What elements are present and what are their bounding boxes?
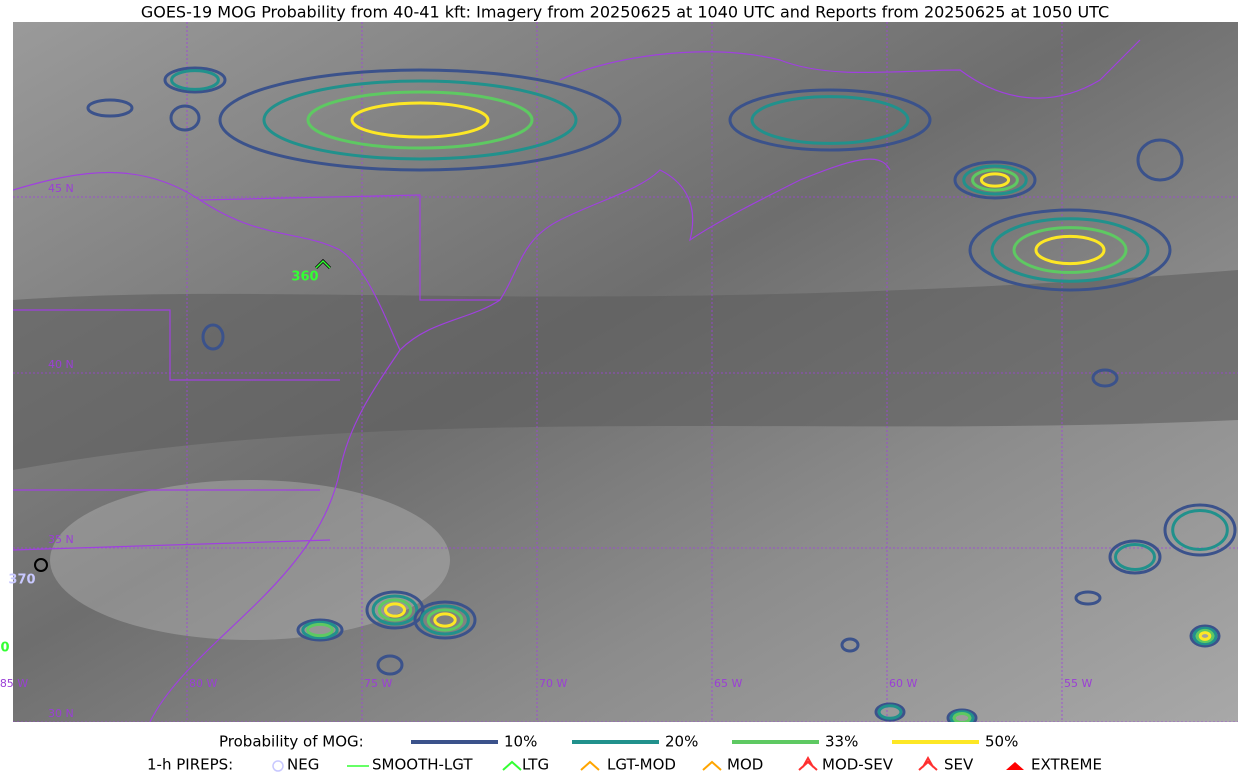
legend-label: 33% bbox=[825, 733, 858, 751]
contour bbox=[750, 95, 910, 145]
lon-label: 85 W bbox=[0, 677, 28, 690]
lat-label: 35 N bbox=[48, 533, 74, 546]
contour bbox=[163, 66, 227, 94]
lat-label: 40 N bbox=[48, 358, 74, 371]
contour bbox=[377, 598, 413, 622]
contour bbox=[371, 594, 419, 626]
contour bbox=[1074, 590, 1102, 606]
contour bbox=[86, 98, 134, 118]
contour bbox=[840, 637, 860, 653]
map bbox=[13, 22, 1238, 722]
mog-contours bbox=[86, 66, 1237, 722]
contour bbox=[296, 618, 344, 642]
contour bbox=[990, 217, 1150, 283]
legend-title: 1-h PIREPS: bbox=[147, 756, 233, 774]
pirep-icon bbox=[34, 558, 48, 572]
lon-label: 65 W bbox=[714, 677, 742, 690]
pirep-altitude: 0 bbox=[0, 641, 9, 656]
legend-icon bbox=[798, 755, 818, 771]
contour bbox=[1195, 628, 1215, 644]
legend-icon bbox=[580, 760, 600, 771]
contour bbox=[376, 654, 404, 676]
legend-icon bbox=[702, 760, 722, 771]
contour bbox=[877, 704, 903, 720]
legend-label: EXTREME bbox=[1031, 756, 1102, 774]
contour bbox=[365, 590, 425, 630]
contour bbox=[953, 160, 1037, 200]
legend-label: MOD bbox=[727, 756, 763, 774]
contour bbox=[946, 708, 978, 722]
contour bbox=[201, 323, 225, 351]
contour bbox=[949, 710, 975, 722]
contour bbox=[262, 79, 578, 161]
title: GOES-19 MOG Probability from 40-41 kft: … bbox=[141, 3, 1109, 22]
legend-label: 20% bbox=[665, 733, 698, 751]
contour bbox=[962, 164, 1028, 196]
legend-label: SEV bbox=[944, 756, 974, 774]
lon-label: 80 W bbox=[189, 677, 217, 690]
contour bbox=[1091, 368, 1119, 388]
legend-label: LTG bbox=[522, 756, 549, 774]
contour bbox=[218, 68, 622, 172]
contour bbox=[1034, 234, 1106, 266]
contour bbox=[306, 622, 334, 638]
contour bbox=[1114, 543, 1156, 571]
contour bbox=[306, 90, 534, 150]
cloud bbox=[50, 480, 450, 640]
contour bbox=[874, 702, 906, 722]
pirep-altitude: 360 bbox=[291, 270, 318, 285]
legend-icon bbox=[918, 755, 938, 771]
lon-label: 55 W bbox=[1064, 677, 1092, 690]
lat-label: 30 N bbox=[48, 707, 74, 720]
contour bbox=[350, 101, 490, 139]
dry-band bbox=[13, 270, 1238, 470]
legend-label: LGT-MOD bbox=[607, 756, 676, 774]
contour bbox=[1108, 539, 1162, 575]
legend-label: NEG bbox=[287, 756, 319, 774]
legend-label: 50% bbox=[985, 733, 1018, 751]
graticule bbox=[13, 22, 1238, 722]
contour bbox=[383, 602, 407, 618]
contour bbox=[169, 104, 201, 132]
lon-label: 75 W bbox=[364, 677, 392, 690]
legend: Probability of MOG: 10% 20% 33% 50% 1-h PIREP… bbox=[147, 733, 1102, 774]
pirep-icon bbox=[315, 259, 331, 269]
contour bbox=[1192, 626, 1218, 646]
legend-icon bbox=[1006, 762, 1024, 770]
contour bbox=[1163, 503, 1237, 557]
lon-label: 70 W bbox=[539, 677, 567, 690]
coastlines bbox=[13, 39, 1141, 722]
lat-label: 45 N bbox=[48, 182, 74, 195]
contour bbox=[1171, 509, 1229, 551]
contour bbox=[971, 168, 1019, 192]
contour bbox=[1198, 631, 1212, 641]
contour bbox=[301, 620, 339, 640]
contour bbox=[728, 88, 932, 152]
legend-icon bbox=[502, 760, 522, 771]
contour bbox=[170, 69, 220, 91]
lon-label: 60 W bbox=[889, 677, 917, 690]
legend-icon bbox=[272, 760, 284, 772]
legend-label: MOD-SEV bbox=[822, 756, 894, 774]
contour bbox=[979, 172, 1011, 188]
pirep-altitude: 370 bbox=[8, 573, 35, 588]
contour bbox=[426, 608, 464, 632]
contour bbox=[433, 612, 457, 628]
contour bbox=[1189, 624, 1221, 648]
contour bbox=[420, 604, 470, 636]
legend-title: Probability of MOG: bbox=[219, 733, 364, 751]
legend-label: 10% bbox=[504, 733, 537, 751]
contour bbox=[1136, 138, 1184, 182]
contour bbox=[952, 712, 972, 722]
contour bbox=[968, 208, 1172, 292]
contour bbox=[1012, 226, 1128, 274]
legend-label: SMOOTH-LGT bbox=[372, 756, 473, 774]
contour bbox=[413, 600, 477, 640]
